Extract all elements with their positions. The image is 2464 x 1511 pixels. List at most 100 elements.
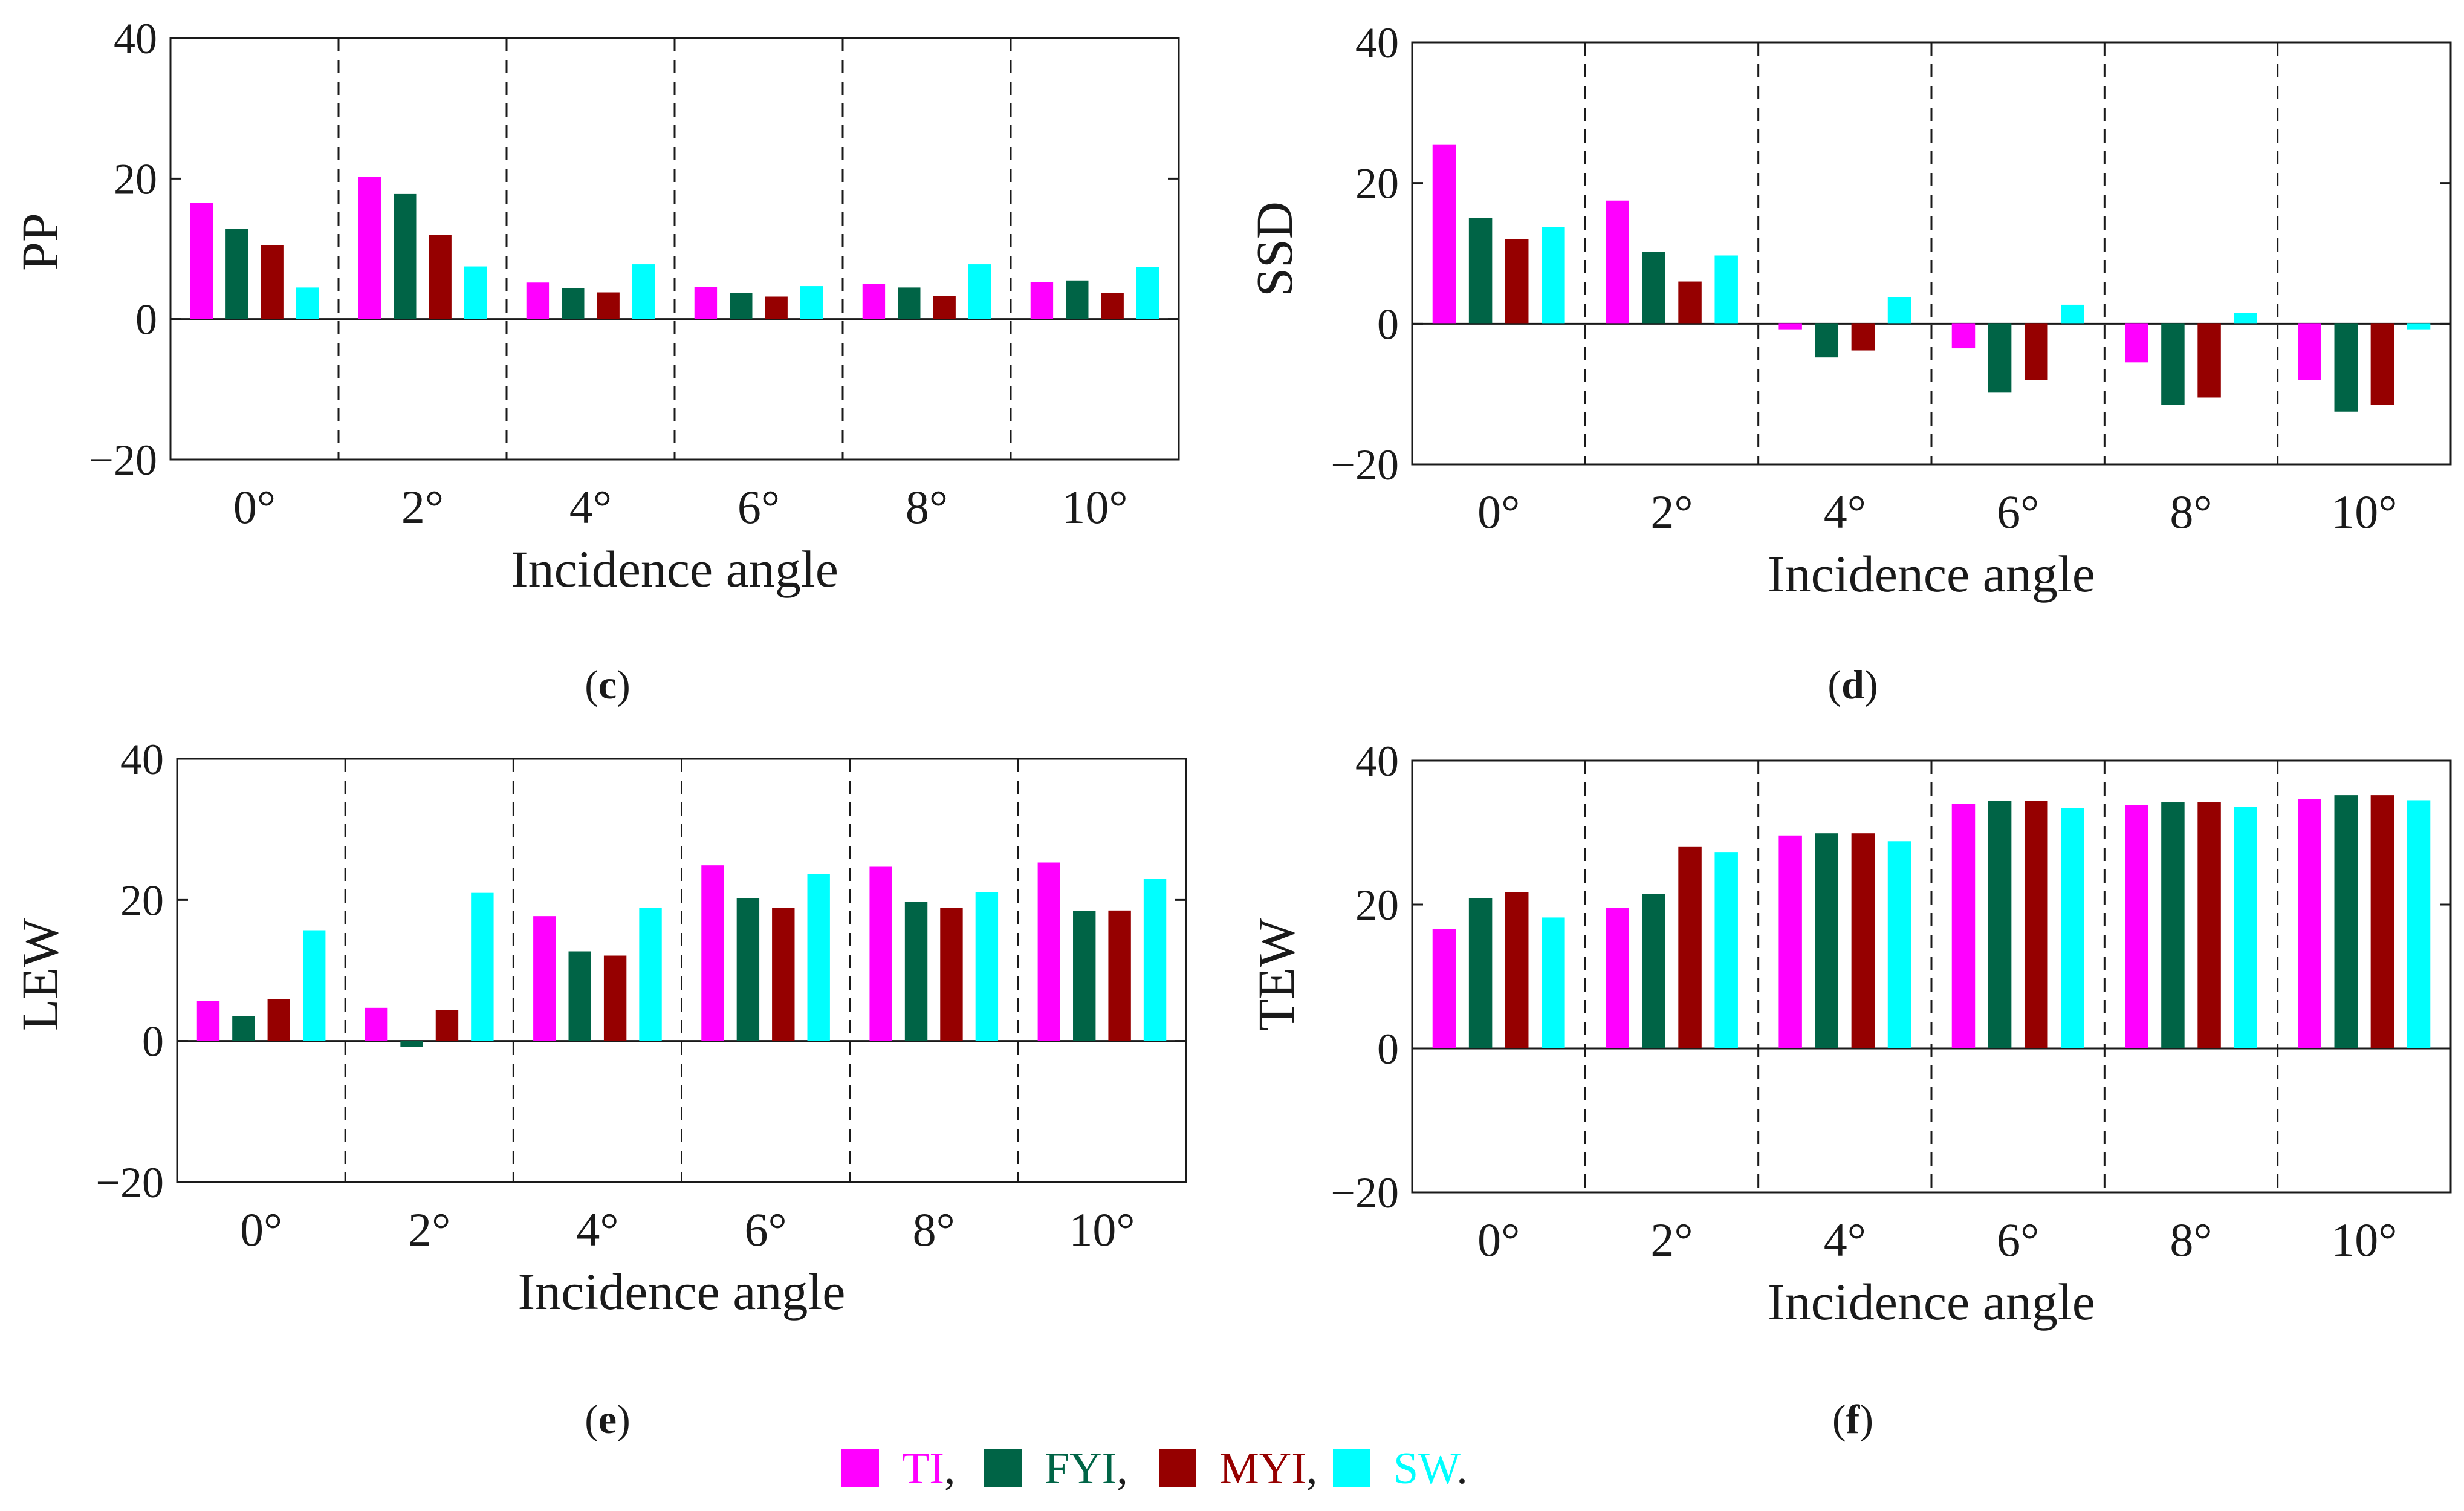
x-tick-label: 6° [738, 481, 780, 533]
bar-ti-2 [533, 916, 556, 1041]
bar-ti-3 [1951, 323, 1976, 349]
bar-sw-2 [1887, 841, 1911, 1048]
bar-sw-2 [632, 264, 655, 319]
bar-myi-0 [1505, 892, 1529, 1048]
legend-separator: , [1306, 1444, 1318, 1493]
bar-sw-1 [1714, 255, 1738, 324]
bar-fyi-0 [1468, 218, 1493, 324]
legend-label: FYI [1045, 1444, 1117, 1493]
y-tick-label: 40 [114, 15, 157, 63]
bar-sw-0 [1542, 917, 1565, 1048]
bar-fyi-1 [394, 193, 417, 319]
bar-ti-1 [1606, 200, 1629, 324]
y-tick-label: −20 [96, 1158, 164, 1207]
bar-ti-5 [2298, 323, 2321, 380]
y-tick-label: −20 [89, 436, 157, 484]
legend-entry-sw: SW. [1393, 1444, 1468, 1493]
bar-fyi-5 [2334, 323, 2358, 412]
bar-ti-5 [1037, 862, 1060, 1041]
caption-open-paren: ( [1832, 1396, 1846, 1442]
bar-sw-0 [296, 287, 319, 319]
bar-fyi-2 [1815, 833, 1839, 1048]
x-tick-label: 6° [744, 1203, 786, 1256]
legend-separator: . [1456, 1444, 1468, 1493]
bar-myi-5 [1108, 910, 1131, 1041]
bar-ti-2 [526, 282, 550, 319]
plot-frame [169, 37, 1180, 461]
bar-fyi-5 [1066, 280, 1089, 319]
x-axis-title: Incidence angle [518, 1262, 846, 1321]
x-tick-label: 2° [1650, 1214, 1693, 1266]
bar-fyi-0 [225, 229, 248, 319]
caption-open-paren: ( [1827, 661, 1841, 707]
bar-sw-0 [303, 930, 326, 1041]
caption-close-paren: ) [617, 661, 631, 707]
bar-sw-5 [2407, 323, 2431, 330]
y-axis-title: SSD [1245, 201, 1303, 297]
bar-sw-2 [639, 908, 662, 1041]
caption-letter: d [1841, 661, 1864, 707]
bar-sw-4 [975, 892, 999, 1041]
x-axis-title: Incidence angle [1768, 1273, 2095, 1331]
legend-swatch-ti [841, 1449, 879, 1487]
y-axis-title: LEW [11, 918, 69, 1031]
bar-sw-3 [807, 874, 830, 1041]
chart-panel-c: 40 20 0 −20 0° 2° 4° 6° 8° 10° Incidence angle PP (c… [11, 15, 1180, 707]
bar-sw-4 [2234, 807, 2257, 1048]
bar-myi-4 [933, 296, 956, 319]
bar-fyi-0 [1468, 898, 1493, 1048]
x-tick-label: 10° [2331, 1214, 2397, 1266]
x-tick-label: 8° [2170, 1214, 2212, 1266]
bar-ti-1 [358, 177, 381, 319]
y-tick-label: 40 [1355, 19, 1399, 67]
y-tick-label: 0 [1377, 1025, 1399, 1073]
bar-ti-5 [1030, 282, 1054, 319]
bar-fyi-0 [232, 1016, 255, 1041]
panel-caption: (d) [1827, 661, 1878, 707]
x-tick-label: 4° [576, 1203, 618, 1256]
y-tick-label: 20 [120, 876, 164, 924]
bar-fyi-1 [400, 1041, 423, 1047]
bar-myi-5 [2370, 323, 2394, 405]
bar-sw-0 [1542, 227, 1565, 324]
bar-ti-4 [2125, 323, 2148, 363]
x-tick-label: 10° [1062, 481, 1127, 533]
bar-sw-4 [968, 264, 991, 319]
bar-ti-1 [365, 1007, 388, 1041]
bar-myi-3 [2024, 323, 2048, 380]
y-tick-label: 40 [1355, 737, 1399, 785]
y-axis-title: TEW [1247, 918, 1305, 1031]
caption-letter: f [1846, 1396, 1861, 1442]
bar-ti-3 [701, 865, 724, 1041]
bar-fyi-5 [2334, 795, 2358, 1048]
caption-close-paren: ) [1859, 1396, 1873, 1442]
bar-myi-1 [429, 235, 452, 319]
bar-ti-3 [1951, 804, 1976, 1048]
bar-myi-0 [267, 999, 290, 1041]
legend-separator: , [944, 1444, 956, 1493]
x-tick-label: 0° [240, 1203, 282, 1256]
bar-myi-2 [597, 292, 620, 319]
bar-ti-5 [2298, 799, 2321, 1048]
x-tick-label: 8° [906, 481, 948, 533]
y-tick-label: −20 [1331, 1169, 1399, 1217]
bar-sw-1 [471, 892, 494, 1041]
legend-label: TI [902, 1444, 944, 1493]
caption-open-paren: ( [585, 1396, 598, 1442]
bar-fyi-4 [904, 902, 928, 1041]
panel-caption: (c) [585, 661, 631, 707]
x-tick-label: 4° [569, 481, 612, 533]
bar-myi-5 [1101, 293, 1124, 319]
bar-myi-5 [2370, 795, 2394, 1048]
bar-ti-0 [1432, 144, 1456, 324]
bar-fyi-1 [1642, 894, 1665, 1048]
x-tick-label: 0° [233, 481, 276, 533]
chart-panel-d: 40 20 0 −20 0° 2° 4° 6° 8° 10° Incidence angle SSD (… [1245, 19, 2452, 707]
y-tick-label: −20 [1331, 441, 1399, 489]
bar-sw-1 [464, 266, 487, 319]
bar-ti-0 [190, 203, 213, 319]
x-tick-label: 6° [1997, 1214, 2039, 1266]
legend-entry-myi: MYI, [1219, 1444, 1317, 1493]
x-tick-label: 10° [1069, 1203, 1135, 1256]
